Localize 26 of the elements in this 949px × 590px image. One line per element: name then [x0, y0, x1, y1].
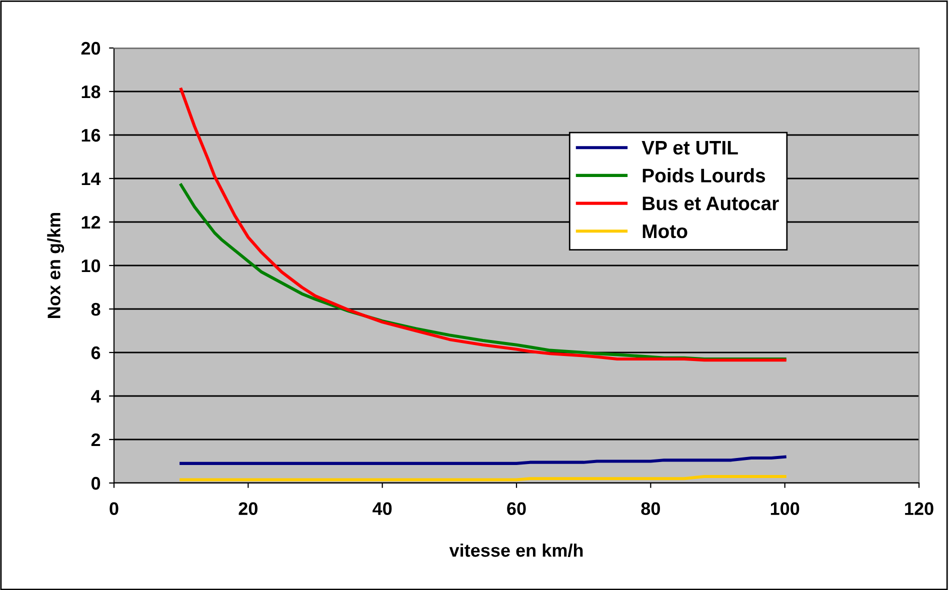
y-tick-label: 14 — [82, 172, 101, 186]
y-tick-label: 16 — [82, 128, 100, 142]
legend-label: VP et UTIL — [642, 141, 738, 155]
y-axis-title: Nox en g/km — [47, 212, 64, 318]
y-tick-label: 8 — [91, 302, 100, 316]
y-tick-label: 4 — [91, 390, 101, 403]
x-tick-label: 100 — [770, 502, 800, 516]
y-tick-label: 18 — [82, 85, 100, 98]
x-tick-label: 40 — [372, 502, 392, 516]
x-tick-label: 120 — [905, 502, 934, 516]
legend-label: Moto — [642, 224, 688, 238]
y-tick-label: 10 — [82, 259, 100, 272]
y-tick-label: 12 — [82, 216, 100, 229]
x-tick-label: 0 — [110, 502, 118, 516]
x-tick-label: 80 — [641, 502, 660, 516]
legend-label: Poids Lourds — [642, 168, 766, 182]
y-tick-label: 0 — [91, 476, 100, 490]
x-tick-label: 20 — [238, 502, 258, 516]
y-tick-label: 2 — [91, 433, 100, 446]
x-tick-label: 60 — [507, 502, 526, 516]
line-series — [180, 455, 786, 465]
y-tick-label: 6 — [91, 346, 100, 360]
y-tick-label: 20 — [81, 42, 100, 55]
x-axis-title: vitesse en km/h — [449, 544, 583, 558]
legend-label: Bus et Autocar — [642, 196, 779, 210]
line-series — [180, 88, 786, 362]
